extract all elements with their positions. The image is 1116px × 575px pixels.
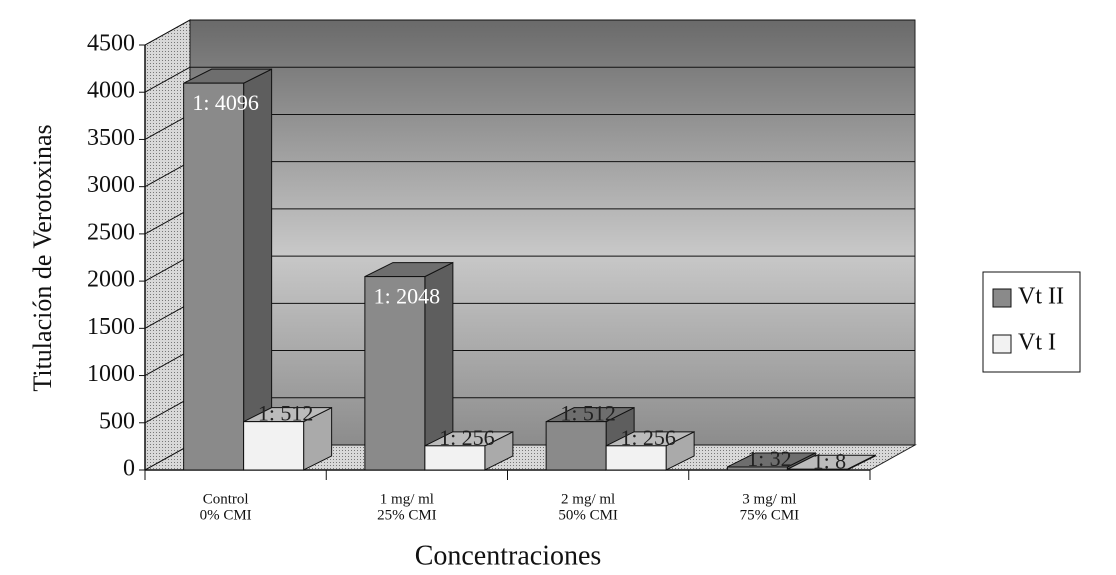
bar xyxy=(726,466,788,471)
bar xyxy=(364,276,426,471)
bar xyxy=(545,421,607,471)
y-tick-label: 3000 xyxy=(87,172,135,198)
y-tick-label: 4500 xyxy=(87,31,135,57)
grid-line xyxy=(144,208,191,235)
grid-line xyxy=(144,302,191,329)
x-tick-label: 50% CMI xyxy=(558,507,618,523)
value-label: 1: 32 xyxy=(747,446,792,471)
grid-line xyxy=(144,350,191,376)
y-tick-label: 2000 xyxy=(87,267,135,293)
grid-line xyxy=(144,161,191,188)
bar xyxy=(424,445,486,471)
bar xyxy=(605,445,667,471)
x-tick-label: 25% CMI xyxy=(377,507,437,523)
bar xyxy=(243,421,305,471)
value-label: 1: 8 xyxy=(813,448,847,473)
value-label: 1: 256 xyxy=(439,425,495,450)
x-tick-label: 2 mg/ ml xyxy=(561,491,615,507)
grid-line xyxy=(144,66,191,93)
grid-line xyxy=(144,444,191,471)
value-label: 1: 256 xyxy=(620,425,676,450)
y-tick-label: 4000 xyxy=(87,78,135,104)
y-axis-title: Titulación de Verotoxinas xyxy=(28,124,57,391)
legend-swatch xyxy=(992,288,1012,308)
value-label: 1: 512 xyxy=(258,401,314,426)
value-label: 1: 4096 xyxy=(192,90,259,115)
y-tick-label: 3500 xyxy=(87,125,135,151)
y-tick-label: 500 xyxy=(99,408,135,434)
y-tick-label: 2500 xyxy=(87,219,135,245)
legend-label: Vt I xyxy=(1018,330,1056,356)
legend-swatch xyxy=(992,334,1012,354)
x-tick-label: 3 mg/ ml xyxy=(742,491,796,507)
bar xyxy=(786,468,848,471)
grid-line xyxy=(144,255,191,282)
value-label: 1: 2048 xyxy=(374,284,441,309)
legend-label: Vt II xyxy=(1018,284,1064,310)
x-tick-label: 1 mg/ ml xyxy=(380,491,434,507)
x-tick-label: 0% CMI xyxy=(200,507,252,523)
grid-line xyxy=(144,19,191,46)
x-axis-title: Concentraciones xyxy=(415,540,602,571)
value-label: 1: 512 xyxy=(560,401,616,426)
grid-line xyxy=(144,397,191,424)
bar xyxy=(183,82,245,471)
grid-line xyxy=(144,114,191,140)
back-wall xyxy=(189,19,916,446)
x-tick-label: Control xyxy=(203,491,249,507)
y-tick-label: 1500 xyxy=(87,314,135,340)
y-tick-label: 1000 xyxy=(87,361,135,387)
x-tick-label: 75% CMI xyxy=(740,507,800,523)
y-tick-label: 0 xyxy=(123,456,135,482)
